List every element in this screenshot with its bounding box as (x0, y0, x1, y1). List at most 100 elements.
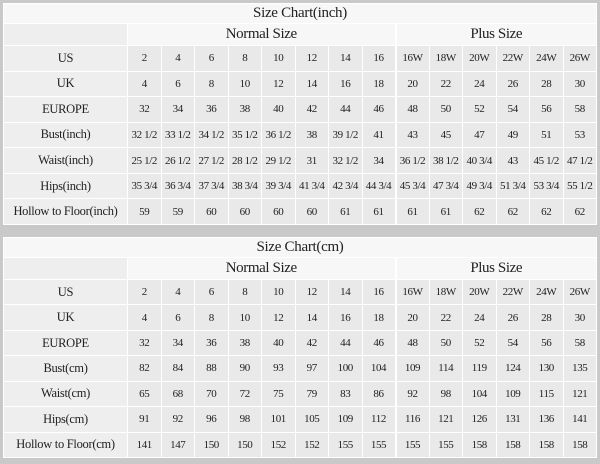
size-cell: 36 1/2 (395, 147, 430, 174)
size-cell: 18 (361, 70, 397, 98)
size-cell: 18 (361, 304, 397, 331)
size-cell: 20W (462, 45, 497, 72)
table-row: US 2 4 6 8 10 12 14 16 16W 18W 20W 22W 24W 26W (3, 278, 597, 306)
size-cell: 44 3/4 (361, 172, 397, 200)
group-header-row: Normal Size Plus Size (3, 257, 597, 280)
size-cell: 97 (294, 355, 329, 382)
table-row: Waist(inch) 25 1/2 26 1/2 27 1/2 28 1/2 29 1/… (3, 147, 597, 174)
size-cell: 45 1/2 (529, 147, 564, 174)
size-cell: 34 1/2 (194, 121, 229, 149)
size-cell: 135 (562, 355, 597, 382)
size-cell: 48 (395, 329, 430, 357)
size-cell: 32 (127, 96, 162, 123)
size-cell: 35 1/2 (227, 121, 262, 149)
size-cell: 6 (160, 304, 195, 331)
row-label: EUROPE (3, 329, 128, 357)
size-cell: 155 (395, 431, 430, 459)
size-cell: 8 (227, 45, 262, 72)
size-cell: 50 (428, 329, 463, 357)
row-label: Hollow to Floor(cm) (3, 431, 128, 459)
size-cell: 12 (261, 70, 296, 98)
size-cell: 79 (294, 380, 329, 408)
size-cell: 62 (495, 198, 530, 225)
size-cell: 26W (562, 278, 597, 306)
size-cell: 40 (261, 96, 296, 123)
blank-cell (3, 23, 128, 46)
size-cell: 6 (160, 70, 195, 98)
size-cell: 50 (428, 96, 463, 123)
size-cell: 39 3/4 (261, 172, 296, 200)
size-cell: 44 (328, 329, 363, 357)
size-cell: 16 (328, 304, 363, 331)
size-cell: 48 (395, 96, 430, 123)
size-cell: 115 (529, 380, 564, 408)
size-cell: 10 (261, 45, 296, 72)
table-row: Hollow to Floor(cm) 141 147 150 150 152 152 155… (3, 431, 597, 459)
table-row: US 2 4 6 8 10 12 14 16 16W 18W 20W 22W 24W 26W (3, 45, 597, 72)
size-cell: 26 1/2 (160, 147, 195, 174)
size-cell: 18W (428, 278, 463, 306)
row-label: Bust(cm) (3, 355, 128, 382)
size-cell: 155 (328, 431, 363, 459)
row-label: Waist(cm) (3, 380, 128, 408)
size-cell: 56 (529, 329, 564, 357)
size-cell: 43 (395, 121, 430, 149)
size-cell: 4 (127, 304, 162, 331)
size-cell: 59 (160, 198, 195, 225)
row-label: Waist(inch) (3, 147, 128, 174)
size-cell: 38 (227, 329, 262, 357)
size-cell: 45 3/4 (395, 172, 430, 200)
size-chart-cm: Size Chart(cm) Normal Size Plus Size US 2 4 6 8… (3, 237, 597, 459)
size-cell: 105 (294, 406, 329, 433)
size-cell: 62 (462, 198, 497, 225)
size-cell: 109 (328, 406, 363, 433)
size-cell: 53 3/4 (529, 172, 564, 200)
size-cell: 70 (194, 380, 229, 408)
size-cell: 18W (428, 45, 463, 72)
size-cell: 41 (361, 121, 397, 149)
size-cell: 141 (127, 431, 162, 459)
size-cell: 36 3/4 (160, 172, 195, 200)
size-cell: 60 (194, 198, 229, 225)
size-cell: 34 (160, 329, 195, 357)
size-cell: 16W (395, 278, 430, 306)
size-cell: 10 (261, 278, 296, 306)
size-cell: 152 (294, 431, 329, 459)
size-cell: 47 3/4 (428, 172, 463, 200)
row-label: Hips(inch) (3, 172, 128, 200)
size-cell: 24W (529, 278, 564, 306)
size-cell: 91 (127, 406, 162, 433)
size-cell: 158 (462, 431, 497, 459)
size-cell: 44 (328, 96, 363, 123)
size-cell: 60 (227, 198, 262, 225)
size-table: Size Chart(inch) Normal Size Plus Size US 2 4… (3, 3, 597, 225)
size-cell: 32 (127, 329, 162, 357)
table-row: EUROPE 32 34 36 38 40 42 44 46 48 50 52 54 56 58 (3, 329, 597, 357)
size-cell: 98 (428, 380, 463, 408)
size-cell: 61 (328, 198, 363, 225)
size-cell: 35 3/4 (127, 172, 162, 200)
size-cell: 56 (529, 96, 564, 123)
size-cell: 54 (495, 329, 530, 357)
size-cell: 47 1/2 (562, 147, 597, 174)
size-cell: 41 3/4 (294, 172, 329, 200)
table-row: EUROPE 32 34 36 38 40 42 44 46 48 50 52 54 56 58 (3, 96, 597, 123)
row-label: UK (3, 70, 128, 98)
size-cell: 46 (361, 329, 397, 357)
size-cell: 29 1/2 (261, 147, 296, 174)
size-cell: 14 (328, 278, 363, 306)
size-cell: 147 (160, 431, 195, 459)
size-cell: 16 (361, 278, 397, 306)
size-cell: 51 (529, 121, 564, 149)
size-cell: 93 (261, 355, 296, 382)
row-label: US (3, 45, 128, 72)
size-cell: 150 (227, 431, 262, 459)
size-cell: 75 (261, 380, 296, 408)
size-cell: 86 (361, 380, 397, 408)
table-row: UK 4 6 8 10 12 14 16 18 20 22 24 26 28 30 (3, 304, 597, 331)
size-cell: 6 (194, 45, 229, 72)
size-cell: 62 (529, 198, 564, 225)
size-cell: 2 (127, 278, 162, 306)
size-cell: 96 (194, 406, 229, 433)
size-cell: 39 1/2 (328, 121, 363, 149)
